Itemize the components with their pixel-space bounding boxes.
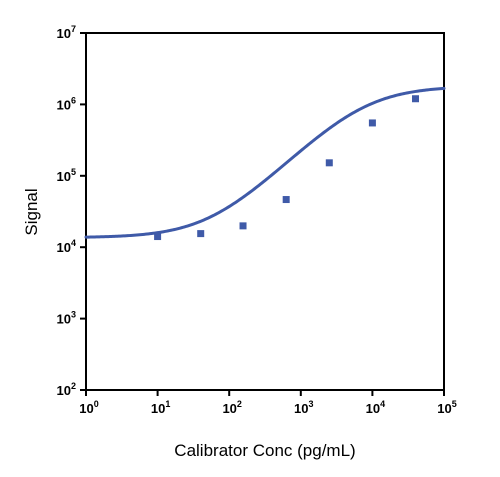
y-tick-label-1: 103: [57, 310, 76, 327]
y-tick-label-0-base: 10: [57, 383, 71, 398]
data-point-1: [197, 230, 205, 238]
x-tick-label-4-base: 10: [366, 401, 380, 416]
x-tick-label-1: 101: [151, 399, 170, 416]
y-tick-label-4-base: 10: [57, 97, 71, 112]
x-tick-label-0-base: 10: [79, 401, 93, 416]
y-tick-label-5: 107: [57, 24, 76, 41]
data-point-5: [368, 119, 376, 127]
y-tick-label-2-exp: 4: [71, 238, 76, 248]
data-point-4: [325, 159, 333, 167]
x-tick-label-5-base: 10: [437, 401, 451, 416]
x-tick-label-0: 100: [79, 399, 98, 416]
y-tick-label-0: 102: [57, 381, 76, 398]
y-tick-label-3-base: 10: [57, 169, 71, 184]
data-point-0: [154, 233, 162, 241]
data-point-2: [239, 222, 247, 230]
data-point-6: [412, 95, 420, 103]
x-tick-label-3-exp: 3: [309, 399, 314, 409]
y-tick-label-2-base: 10: [57, 240, 71, 255]
y-tick-label-5-base: 10: [57, 26, 71, 41]
x-tick-label-3-base: 10: [294, 401, 308, 416]
y-axis-title: Signal: [22, 188, 41, 235]
y-tick-label-5-exp: 7: [71, 24, 76, 34]
x-axis-title: Calibrator Conc (pg/mL): [174, 441, 355, 460]
x-tick-label-4: 104: [366, 399, 385, 416]
x-tick-label-1-exp: 1: [165, 399, 170, 409]
x-tick-label-2-exp: 2: [237, 399, 242, 409]
y-tick-label-4: 106: [57, 95, 76, 112]
y-tick-label-1-exp: 3: [71, 310, 76, 320]
x-tick-label-1-base: 10: [151, 401, 165, 416]
fit-curve-layer: [84, 86, 446, 239]
y-tick-label-4-exp: 6: [71, 95, 76, 105]
x-tick-label-2: 102: [222, 399, 241, 416]
x-tick-label-3: 103: [294, 399, 313, 416]
x-tick-label-5: 105: [437, 399, 456, 416]
y-tick-label-2: 104: [57, 238, 76, 255]
x-tick-label-5-exp: 5: [452, 399, 457, 409]
plot-frame: [85, 32, 445, 391]
fit-curve-0: [84, 86, 446, 239]
y-tick-label-3: 105: [57, 167, 76, 184]
y-tick-label-3-exp: 5: [71, 167, 76, 177]
x-tick-label-0-exp: 0: [94, 399, 99, 409]
x-tick-label-2-base: 10: [222, 401, 236, 416]
data-points: [154, 95, 420, 241]
y-tick-label-1-base: 10: [57, 312, 71, 327]
x-tick-label-4-exp: 4: [380, 399, 385, 409]
y-tick-label-0-exp: 2: [71, 381, 76, 391]
data-point-3: [282, 196, 290, 204]
